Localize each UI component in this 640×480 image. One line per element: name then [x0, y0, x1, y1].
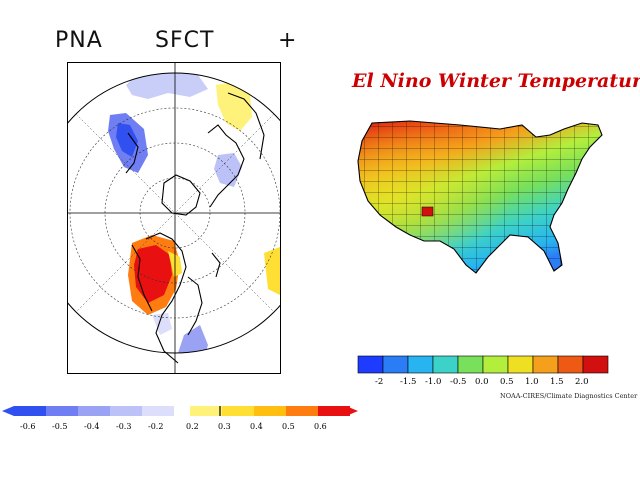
- colorbar-arrow-left: [2, 406, 14, 416]
- colorbar-neg-bin-4: [142, 406, 174, 416]
- colorbar-pos-bin-0: [190, 406, 222, 416]
- colorbar-neg-bin-2: [78, 406, 110, 416]
- colorbar-neg-bin-0: [14, 406, 46, 416]
- us-colorbar-tick-label: 0.0: [475, 377, 489, 387]
- us-colorbar-tick-label: -2: [375, 377, 384, 387]
- us-colorbar-tick-label: -1.0: [425, 377, 442, 387]
- us-colorbar-bin-2: [407, 355, 434, 374]
- colorbar-pos-bin-2: [254, 406, 286, 416]
- right-colorbar: [357, 355, 609, 374]
- anomaly-blue-left-core: [116, 123, 138, 157]
- colorbar-pos-bin-1: [222, 406, 254, 416]
- us-colorbar-bin-3: [432, 355, 459, 374]
- colorbar-tick-label: -0.5: [52, 422, 68, 431]
- sign-label: +: [278, 28, 298, 53]
- anomaly-warm-core: [134, 245, 172, 303]
- index-label: PNA: [55, 28, 103, 53]
- us-outline: [357, 120, 603, 274]
- us-temperature-map: [357, 120, 603, 274]
- anomaly-yellow-right: [264, 247, 280, 295]
- colorbar-tick-label: -0.2: [148, 422, 164, 431]
- us-colorbar-bin-4: [457, 355, 484, 374]
- field-label: SFCT: [155, 28, 215, 53]
- colorbar-tick-label: 0.5: [282, 422, 295, 431]
- us-colorbar-bin-6: [507, 355, 534, 374]
- colorbar-tick-label: -0.4: [84, 422, 100, 431]
- us-colorbar-bin-7: [532, 355, 559, 374]
- colorbar-tick-label: 0.6: [314, 422, 327, 431]
- utah-warm-division: [421, 206, 434, 217]
- right-panel-title: El Nino Winter Temperatures: [352, 70, 640, 92]
- anomaly-blue-lower: [178, 325, 208, 353]
- left-colorbar: [2, 406, 358, 416]
- us-colorbar-bin-0: [357, 355, 384, 374]
- polar-regression-map: [67, 62, 281, 374]
- us-colorbar-tick-label: -1.5: [400, 377, 417, 387]
- us-colorbar-bin-1: [382, 355, 409, 374]
- us-colorbar-tick-label: 0.5: [500, 377, 514, 387]
- us-colorbar-bin-9: [582, 355, 609, 374]
- colorbar-tick-label: -0.6: [20, 422, 36, 431]
- us-colorbar-bin-8: [557, 355, 584, 374]
- us-colorbar-tick-label: 1.0: [525, 377, 539, 387]
- colorbar-tick-label: 0.3: [218, 422, 231, 431]
- anomaly-yellow-top: [216, 81, 252, 131]
- colorbar-arrow-right: [346, 406, 358, 416]
- colorbar-pos-bin-3: [286, 406, 318, 416]
- anomaly-blue-mid: [214, 153, 242, 187]
- coastlines: [125, 92, 265, 364]
- us-colorbar-tick-label: 1.5: [550, 377, 564, 387]
- colorbar-tick-label: 0.2: [186, 422, 199, 431]
- colorbar-tick-label: 0.4: [250, 422, 263, 431]
- colorbar-neg-bin-3: [110, 406, 142, 416]
- anomaly-blue-lower2: [152, 313, 172, 335]
- colorbar-pos-bin-4: [318, 406, 350, 416]
- colorbar-neg-bin-1: [46, 406, 78, 416]
- climate-division-grid: [358, 121, 602, 273]
- polar-map-svg: [68, 63, 280, 373]
- colorbar-tick-label: -0.3: [116, 422, 132, 431]
- us-colorbar-tick-label: -0.5: [450, 377, 467, 387]
- anomaly-blue-top: [126, 73, 208, 99]
- us-colorbar-bin-5: [482, 355, 509, 374]
- data-credit: NOAA-CIRES/Climate Diagnostics Center: [500, 392, 638, 400]
- us-colorbar-tick-label: 2.0: [575, 377, 589, 387]
